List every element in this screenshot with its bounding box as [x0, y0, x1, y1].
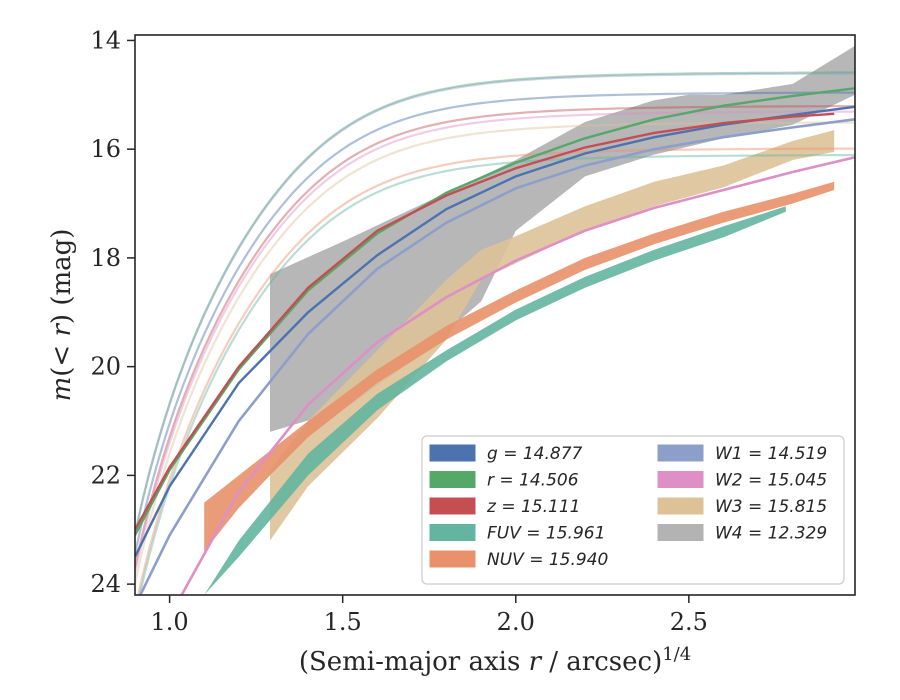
legend-label-r: r = 14.506: [487, 471, 579, 491]
model-curve-fuv: [138, 154, 855, 595]
legend-swatch-w2: [657, 471, 704, 488]
legend-swatch-w4: [657, 524, 704, 541]
legend-swatch-g: [429, 444, 476, 462]
line-w1: [138, 118, 855, 595]
x-axis-title: (Semi-major axis r / arcsec)1/4: [299, 644, 691, 677]
legend-label-nuv: NUV = 15.940: [487, 550, 608, 570]
x-tick-label: 2.5: [670, 608, 708, 636]
legend: g = 14.877 r = 14.506 z = 15.111 FUV = 15.9…: [421, 435, 845, 585]
legend-swatch-fuv: [429, 524, 476, 541]
y-tick-label: 18: [90, 244, 121, 272]
y-tick-label: 20: [90, 353, 121, 381]
y-tick-label: 14: [90, 26, 121, 54]
line-z: [135, 112, 835, 531]
line-r: [135, 87, 855, 536]
plot-frame: [134, 34, 856, 596]
bands: [204, 45, 855, 595]
x-tick-label: 1.0: [151, 608, 189, 636]
line-w2: [180, 156, 855, 595]
model-curve-w1: [135, 72, 855, 535]
model-curve-r: [135, 71, 855, 534]
y-axis: 14 16 18 20 22 24: [90, 26, 135, 598]
legend-label-w4: W4 = 12.329: [715, 524, 827, 544]
y-tick-label: 22: [90, 461, 121, 489]
legend-frame: [421, 435, 845, 585]
legend-label-w3: W3 = 15.815: [715, 497, 827, 517]
legend-label-w2: W2 = 15.045: [715, 471, 827, 491]
legend-label-g: g = 14.877: [487, 444, 583, 464]
legend-label-z: z = 15.111: [486, 497, 580, 517]
x-axis: 1.0 1.5 2.0 2.5: [151, 595, 708, 636]
y-tick-label: 24: [90, 570, 121, 598]
legend-swatch-z: [429, 497, 476, 515]
legend-swatch-r: [429, 471, 476, 488]
model-curve-w2: [135, 110, 855, 574]
profile-lines: [135, 87, 855, 595]
legend-label-w1: W1 = 14.519: [715, 444, 827, 464]
legend-label-fuv: FUV = 15.961: [487, 524, 605, 544]
x-tick-label: 1.5: [324, 608, 362, 636]
model-curves: [135, 71, 855, 595]
y-axis-title: m(< r) (mag): [47, 229, 77, 402]
legend-swatch-w3: [657, 497, 704, 515]
x-tick-label: 2.0: [497, 608, 535, 636]
y-tick-label: 16: [90, 135, 121, 163]
model-curve-g: [135, 91, 855, 554]
legend-swatch-w1: [657, 444, 704, 462]
model-curve-nuv: [137, 147, 855, 595]
legend-swatch-nuv: [429, 550, 476, 568]
model-curve-z: [135, 105, 855, 568]
